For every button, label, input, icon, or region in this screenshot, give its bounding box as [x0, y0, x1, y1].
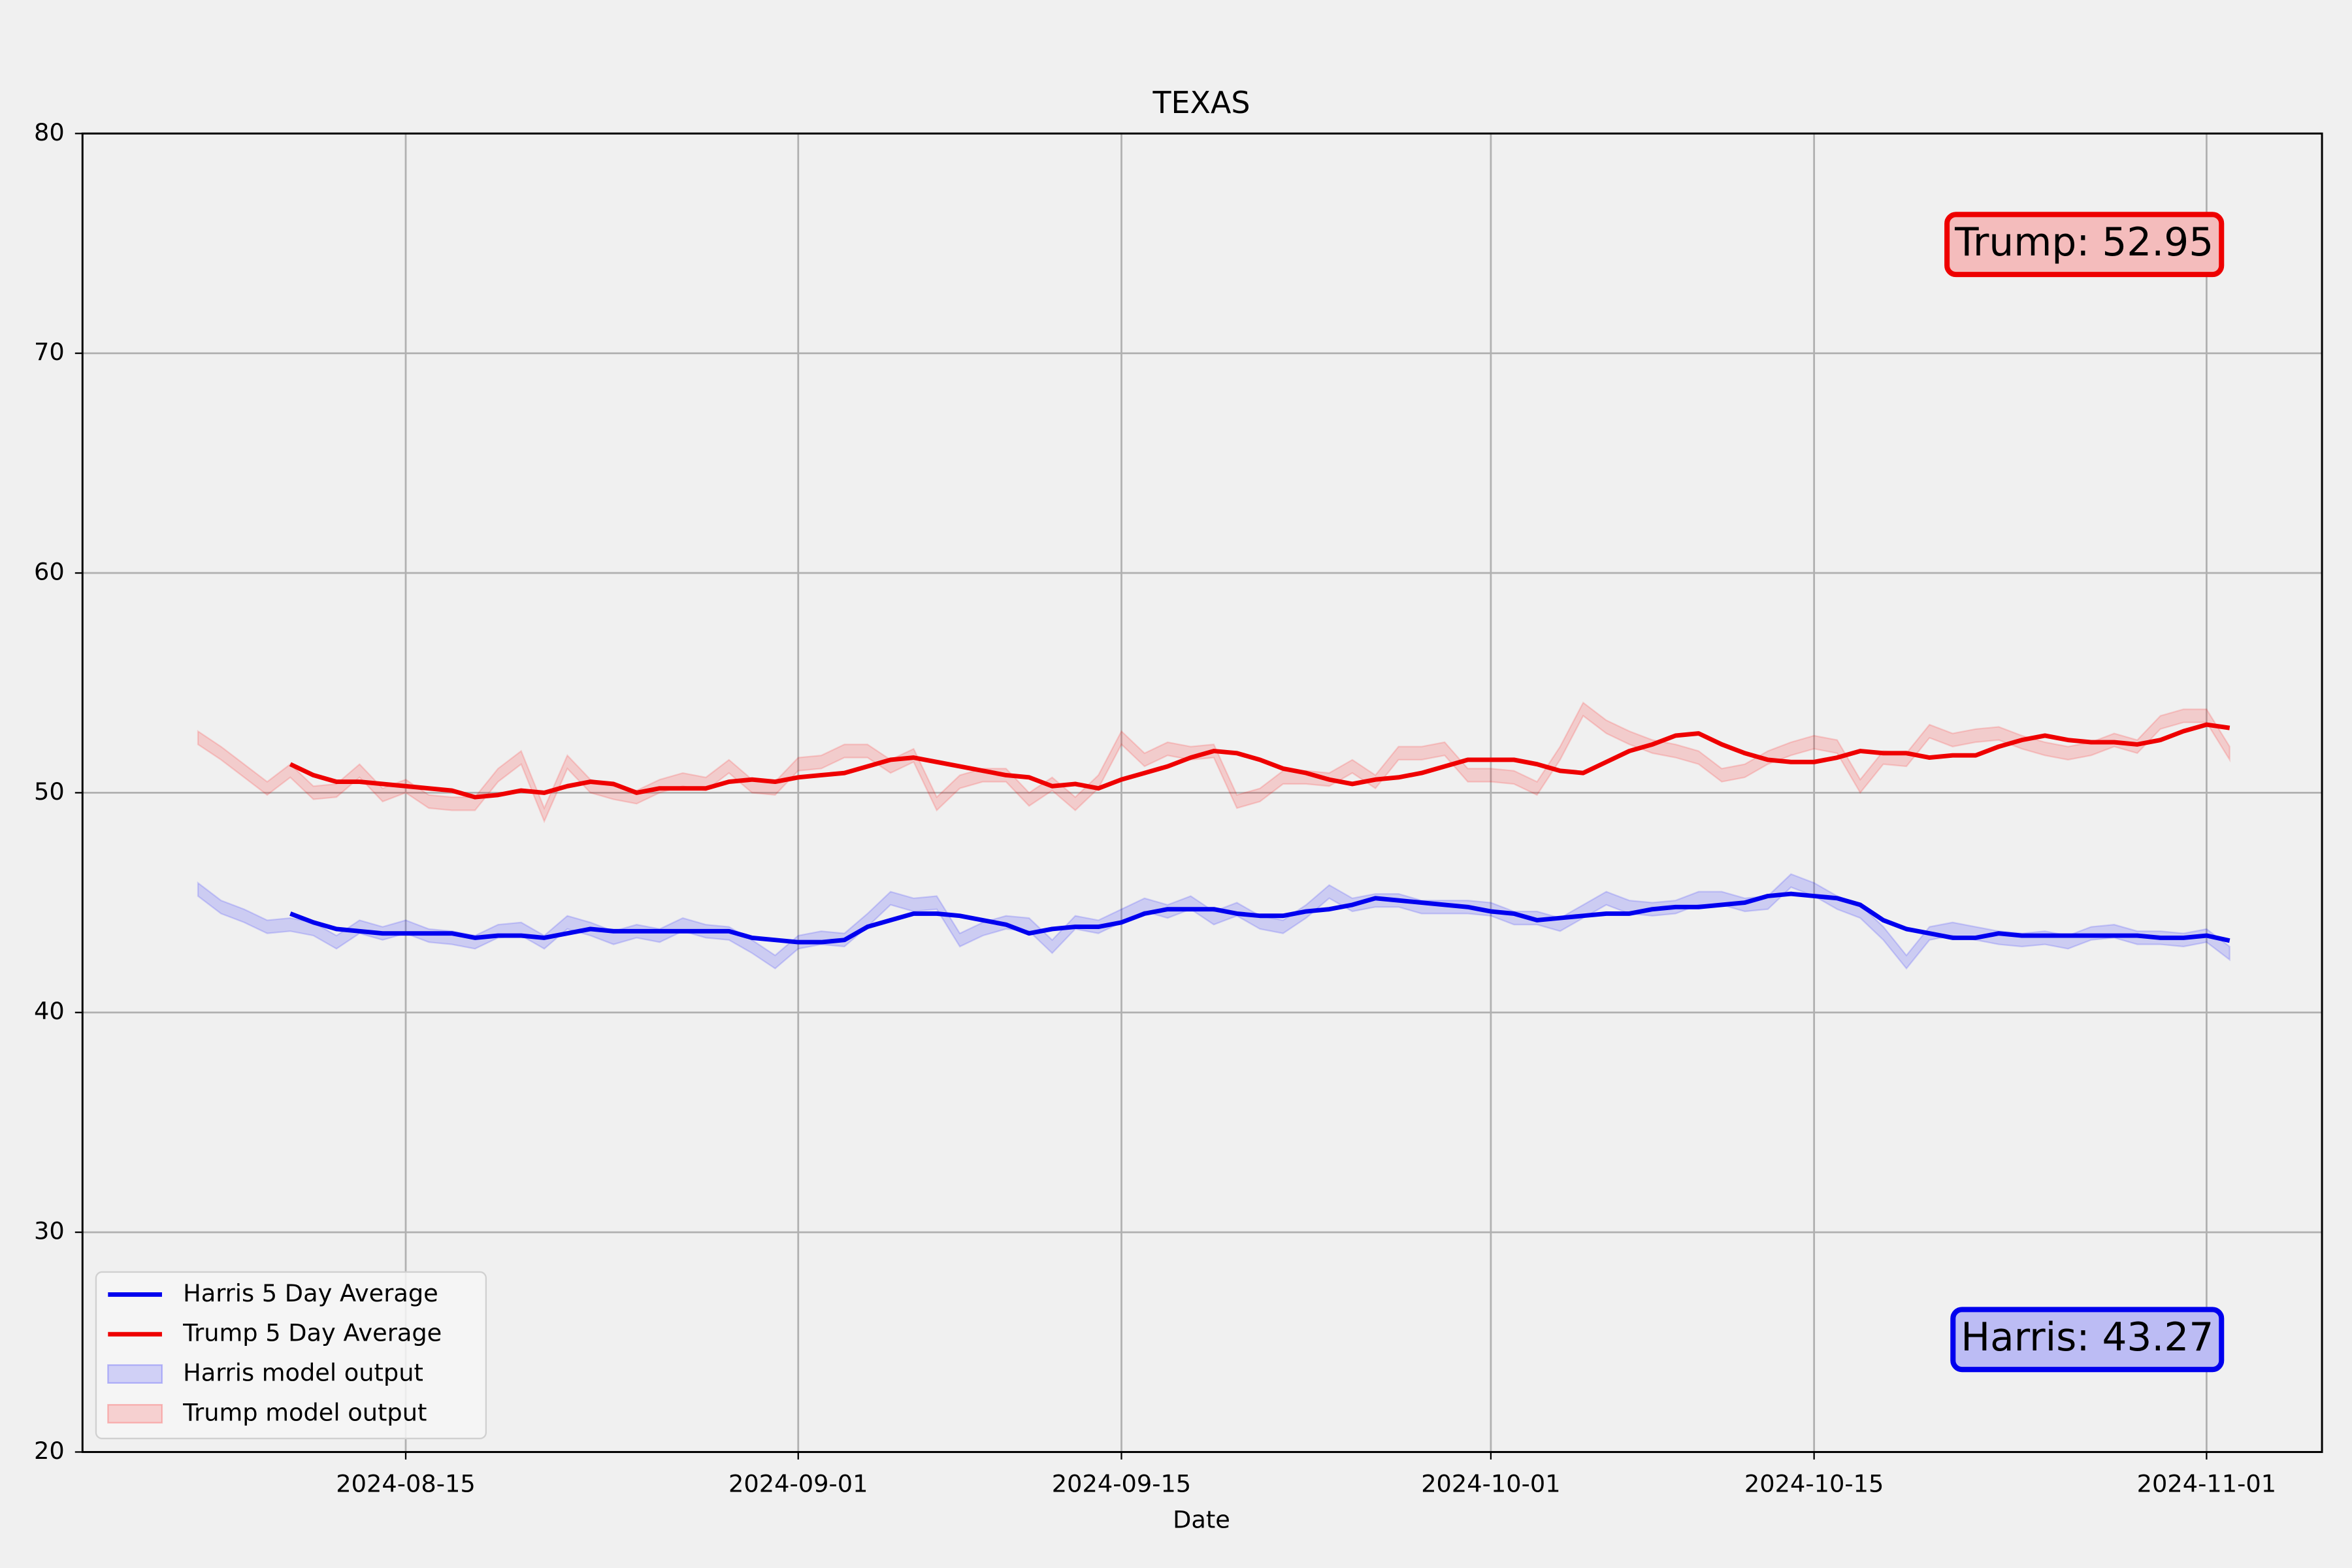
legend-swatch	[107, 1364, 163, 1384]
x-tick-label: 2024-09-15	[1052, 1469, 1191, 1497]
x-tick-label: 2024-10-15	[1744, 1469, 1884, 1497]
model-band	[197, 701, 2230, 824]
legend-label: Harris 5 Day Average	[183, 1279, 438, 1307]
x-tick-label: 2024-10-01	[1421, 1469, 1560, 1497]
legend-label: Harris model output	[183, 1359, 423, 1387]
legend: Harris 5 Day Average Trump 5 Day Average H…	[95, 1271, 487, 1439]
x-axis-label: Date	[1173, 1506, 1230, 1534]
average-line	[289, 891, 2230, 945]
legend-swatch	[107, 1403, 163, 1424]
annotation-trump: Trump: 52.95	[1944, 212, 2225, 278]
x-tick-label: 2024-09-01	[728, 1469, 868, 1497]
y-tick-label: 20	[34, 1437, 65, 1465]
average-line	[289, 722, 2230, 800]
lines	[289, 722, 2230, 945]
annotation-text: Trump: 52.95	[1954, 220, 2213, 265]
y-tick-label: 80	[34, 118, 65, 146]
x-tick-label: 2024-11-01	[2137, 1469, 2276, 1497]
annotation-box	[1944, 212, 2225, 278]
x-tick-label: 2024-08-15	[336, 1469, 475, 1497]
y-tick-label: 60	[34, 558, 65, 586]
legend-label: Trump model output	[182, 1398, 427, 1426]
annotation-text: Harris: 43.27	[1961, 1315, 2213, 1360]
legend-box	[95, 1271, 487, 1439]
y-tick-label: 50	[34, 777, 65, 806]
y-tick-label: 40	[34, 997, 65, 1025]
annotation-harris: Harris: 43.27	[1950, 1307, 2225, 1373]
y-tick-label: 30	[34, 1217, 65, 1245]
ticks: 20 30 40 50 60 70 80 2024-08-15 2024-09-01 2024-0…	[34, 118, 2276, 1498]
chart-title: TEXAS	[1152, 85, 1250, 120]
y-tick-label: 70	[34, 338, 65, 366]
legend-label: Trump 5 Day Average	[182, 1319, 442, 1347]
annotation-box	[1950, 1307, 2225, 1373]
